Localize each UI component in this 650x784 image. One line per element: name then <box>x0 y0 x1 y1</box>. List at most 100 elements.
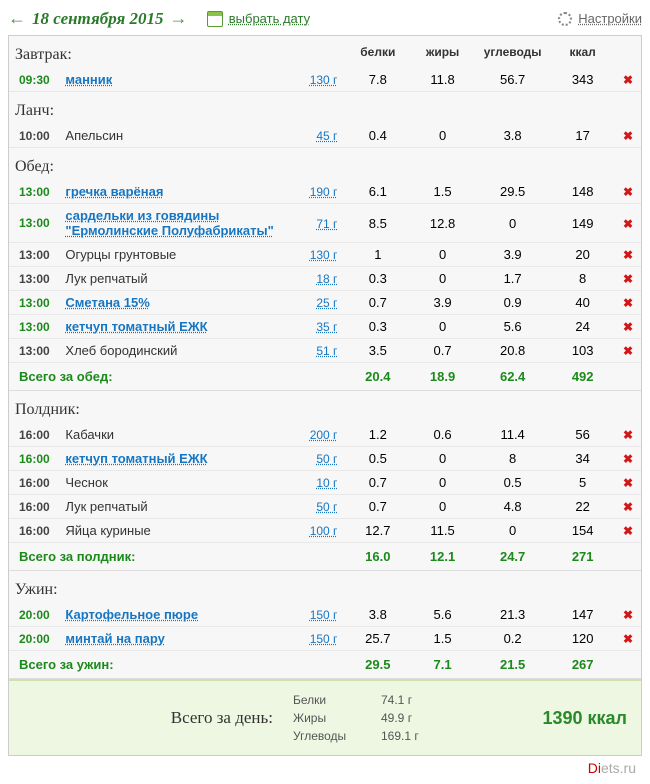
food-amount[interactable]: 200 г <box>286 423 345 447</box>
nutrient-value: 1.7 <box>475 267 550 291</box>
food-name[interactable]: минтай на пару <box>59 627 286 651</box>
nutrient-value: 148 <box>550 180 615 204</box>
delete-icon[interactable]: ✖ <box>623 524 633 538</box>
meal-subtotal: Всего за полдник:16.012.124.7271 <box>9 543 641 571</box>
site-suffix: ets.ru <box>601 760 636 776</box>
food-amount[interactable]: 18 г <box>286 267 345 291</box>
food-row: 13:00Сметана 15%25 г0.73.90.940✖ <box>9 291 641 315</box>
nutrient-value: 25.7 <box>345 627 410 651</box>
nutrient-value: 20 <box>550 243 615 267</box>
food-amount[interactable]: 190 г <box>286 180 345 204</box>
food-amount[interactable]: 45 г <box>286 124 345 148</box>
nutrient-value: 0.7 <box>345 291 410 315</box>
food-amount[interactable]: 150 г <box>286 627 345 651</box>
food-time: 13:00 <box>9 267 59 291</box>
nutrient-value: 5 <box>550 471 615 495</box>
prev-day-arrow[interactable]: ← <box>8 8 26 29</box>
col-protein: белки <box>345 36 410 68</box>
food-amount[interactable]: 25 г <box>286 291 345 315</box>
day-total-bar: Всего за день: Белки74.1 г Жиры49.9 г Уг… <box>9 679 641 755</box>
food-time: 16:00 <box>9 495 59 519</box>
food-amount[interactable]: 10 г <box>286 471 345 495</box>
settings-link[interactable]: Настройки <box>578 11 642 26</box>
food-name: Апельсин <box>59 124 286 148</box>
food-name: Чеснок <box>59 471 286 495</box>
nutrient-value: 0.7 <box>410 339 475 363</box>
next-day-arrow[interactable]: → <box>170 8 188 29</box>
header-bar: ← 18 сентября 2015 → выбрать дату Настро… <box>8 8 642 29</box>
food-name: Лук репчатый <box>59 267 286 291</box>
delete-icon[interactable]: ✖ <box>623 320 633 334</box>
nutrient-value: 1.5 <box>410 627 475 651</box>
food-amount[interactable]: 50 г <box>286 495 345 519</box>
food-name[interactable]: кетчуп томатный ЕЖК <box>59 315 286 339</box>
food-name: Хлеб бородинский <box>59 339 286 363</box>
food-time: 16:00 <box>9 519 59 543</box>
nutrient-value: 29.5 <box>475 180 550 204</box>
nutrient-value: 149 <box>550 204 615 243</box>
delete-icon[interactable]: ✖ <box>623 129 633 143</box>
nutrient-value: 0 <box>475 519 550 543</box>
food-row: 13:00сардельки из говядины "Ермолинские … <box>9 204 641 243</box>
nutrient-value: 4.8 <box>475 495 550 519</box>
food-name[interactable]: сардельки из говядины "Ермолинские Полуф… <box>59 204 286 243</box>
nutrient-value: 0 <box>410 471 475 495</box>
food-row: 16:00Лук репчатый50 г0.704.822✖ <box>9 495 641 519</box>
delete-icon[interactable]: ✖ <box>623 632 633 646</box>
delete-icon[interactable]: ✖ <box>623 344 633 358</box>
diary-panel: Завтрак: белки жиры углеводы ккал 09:30м… <box>8 35 642 756</box>
food-amount[interactable]: 130 г <box>286 243 345 267</box>
nutrient-value: 5.6 <box>475 315 550 339</box>
food-name[interactable]: манник <box>59 68 286 92</box>
day-total-kcal: 1390 ккал <box>542 708 627 729</box>
delete-icon[interactable]: ✖ <box>623 248 633 262</box>
col-kcal: ккал <box>550 36 615 68</box>
food-amount[interactable]: 51 г <box>286 339 345 363</box>
delete-icon[interactable]: ✖ <box>623 476 633 490</box>
delete-icon[interactable]: ✖ <box>623 296 633 310</box>
nutrient-value: 0.7 <box>345 471 410 495</box>
nutrient-value: 0.6 <box>410 423 475 447</box>
nutrient-value: 20.8 <box>475 339 550 363</box>
food-amount[interactable]: 50 г <box>286 447 345 471</box>
food-name[interactable]: Картофельное пюре <box>59 603 286 627</box>
delete-icon[interactable]: ✖ <box>623 73 633 87</box>
nutrient-value: 0.2 <box>475 627 550 651</box>
site-credit: Diets.ru <box>8 756 642 776</box>
nutrient-value: 0 <box>410 495 475 519</box>
food-name[interactable]: Сметана 15% <box>59 291 286 315</box>
nutrient-value: 0.4 <box>345 124 410 148</box>
dt-carb-val: 169.1 г <box>381 727 419 745</box>
food-amount[interactable]: 130 г <box>286 68 345 92</box>
nutrient-value: 1 <box>345 243 410 267</box>
food-amount[interactable]: 150 г <box>286 603 345 627</box>
food-name[interactable]: кетчуп томатный ЕЖК <box>59 447 286 471</box>
pick-date-link[interactable]: выбрать дату <box>229 11 310 26</box>
col-fat: жиры <box>410 36 475 68</box>
food-time: 20:00 <box>9 603 59 627</box>
delete-icon[interactable]: ✖ <box>623 608 633 622</box>
nutrient-value: 154 <box>550 519 615 543</box>
nutrient-value: 56.7 <box>475 68 550 92</box>
site-prefix: Di <box>588 760 601 776</box>
nutrient-value: 22 <box>550 495 615 519</box>
food-name[interactable]: гречка варёная <box>59 180 286 204</box>
delete-icon[interactable]: ✖ <box>623 428 633 442</box>
dt-fat-val: 49.9 г <box>381 709 412 727</box>
delete-icon[interactable]: ✖ <box>623 217 633 231</box>
delete-icon[interactable]: ✖ <box>623 452 633 466</box>
nutrient-value: 40 <box>550 291 615 315</box>
food-amount[interactable]: 100 г <box>286 519 345 543</box>
food-amount[interactable]: 35 г <box>286 315 345 339</box>
delete-icon[interactable]: ✖ <box>623 185 633 199</box>
food-row: 09:30манник130 г7.811.856.7343✖ <box>9 68 641 92</box>
nutrient-value: 0 <box>475 204 550 243</box>
food-row: 13:00Хлеб бородинский51 г3.50.720.8103✖ <box>9 339 641 363</box>
col-carbs: углеводы <box>475 36 550 68</box>
nutrient-value: 8 <box>550 267 615 291</box>
delete-icon[interactable]: ✖ <box>623 272 633 286</box>
food-amount[interactable]: 71 г <box>286 204 345 243</box>
delete-icon[interactable]: ✖ <box>623 500 633 514</box>
nutrient-value: 0.7 <box>345 495 410 519</box>
nutrient-value: 0.3 <box>345 315 410 339</box>
